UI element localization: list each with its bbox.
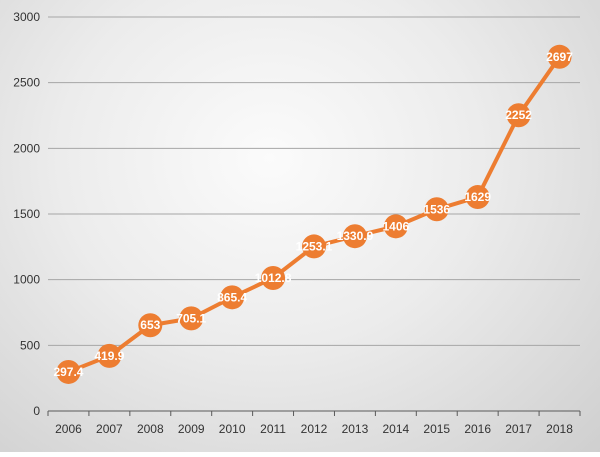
- y-tick-label: 3000: [13, 10, 40, 24]
- data-point: [424, 197, 449, 222]
- data-label: 653: [140, 318, 160, 332]
- x-tick-label: 2017: [505, 422, 532, 436]
- x-tick-label: 2008: [137, 422, 164, 436]
- x-tick-label: 2014: [382, 422, 409, 436]
- data-label: 1253.1: [296, 239, 333, 253]
- data-label: 865.4: [217, 290, 247, 304]
- x-tick-label: 2015: [423, 422, 450, 436]
- data-point: [97, 343, 122, 368]
- data-point: [547, 44, 572, 69]
- x-tick-label: 2009: [178, 422, 205, 436]
- data-label: 419.9: [94, 349, 124, 363]
- x-tick-label: 2016: [464, 422, 491, 436]
- data-label: 2252: [505, 108, 532, 122]
- data-point: [179, 306, 204, 331]
- data-label: 1012.8: [255, 271, 292, 285]
- data-label: 2697: [546, 50, 573, 64]
- x-tick-label: 2012: [301, 422, 328, 436]
- data-point: [138, 313, 163, 338]
- y-tick-label: 2500: [13, 76, 40, 90]
- x-tick-label: 2011: [260, 422, 286, 436]
- x-tick-label: 2006: [55, 422, 82, 436]
- x-tick-label: 2010: [219, 422, 246, 436]
- data-point: [506, 103, 531, 128]
- data-point: [302, 234, 326, 259]
- data-label: 297.4: [53, 365, 83, 379]
- data-label: 705.1: [176, 311, 206, 325]
- data-point: [465, 185, 490, 210]
- y-tick-label: 0: [33, 404, 40, 418]
- data-label: 1629: [464, 190, 491, 204]
- data-point: [342, 224, 367, 249]
- data-point: [56, 359, 81, 384]
- y-tick-label: 1500: [13, 207, 40, 221]
- data-label: 1406: [382, 219, 409, 233]
- data-label: 1536: [423, 202, 450, 216]
- data-point: [220, 285, 245, 310]
- y-tick-label: 1000: [13, 273, 40, 287]
- x-tick-label: 2007: [96, 422, 123, 436]
- data-point: [383, 214, 408, 239]
- data-point: [261, 265, 286, 290]
- data-label: 1330.9: [337, 229, 374, 243]
- x-tick-label: 2018: [546, 422, 573, 436]
- x-tick-label: 2013: [342, 422, 369, 436]
- y-tick-label: 500: [20, 338, 40, 352]
- y-tick-label: 2000: [13, 141, 40, 155]
